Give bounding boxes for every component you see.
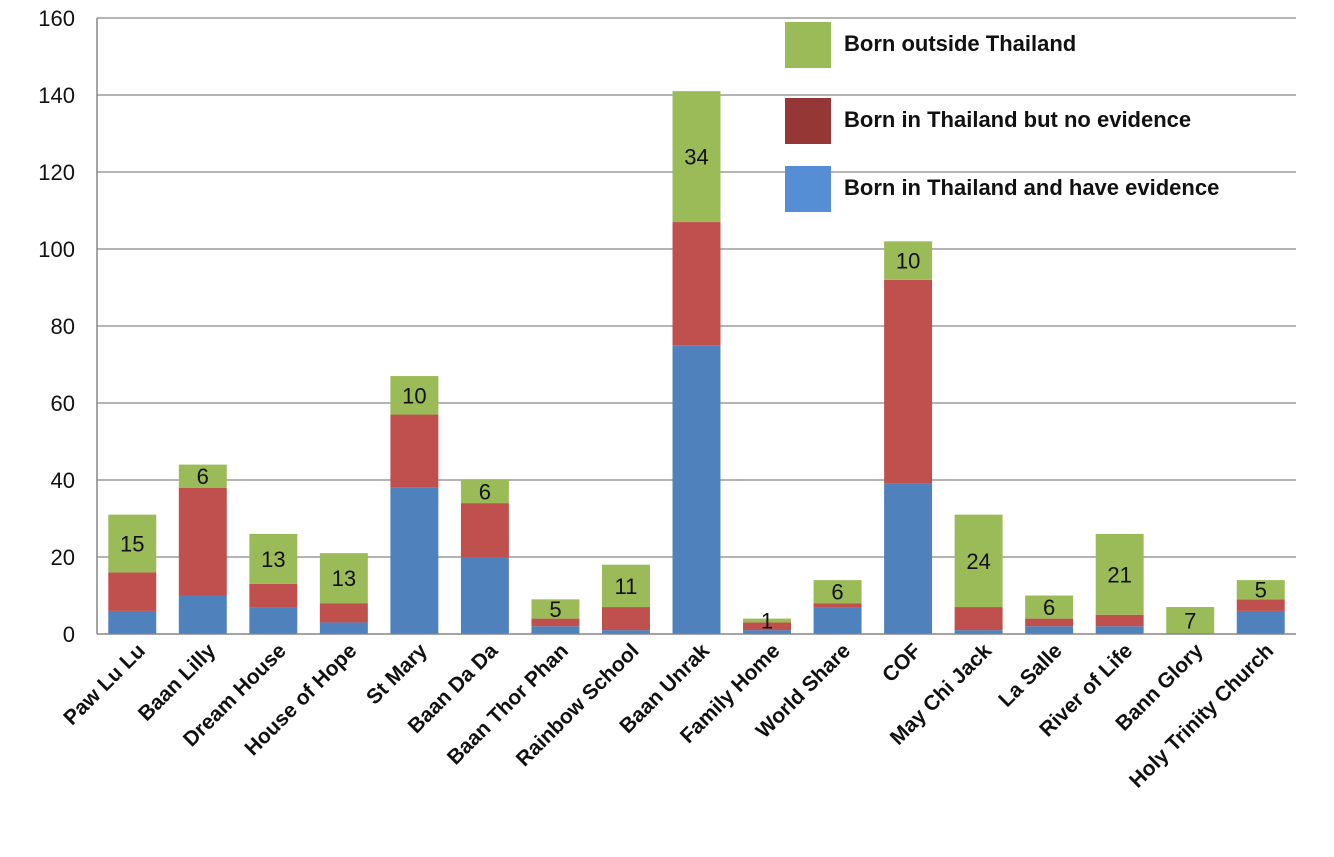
bar-segment [1025,595,1074,619]
bar-segment [1095,626,1144,634]
bar-segment [954,514,1003,608]
bar-segment [813,607,862,634]
bar-segment [390,376,439,415]
bar-segment [1025,626,1074,634]
bar-segment [178,487,227,596]
data-label: 21 [1107,562,1131,587]
bar-segment [1236,610,1285,634]
bar-segment [672,345,721,634]
x-tick-label: Baan Thor Phan [443,639,573,769]
y-tick-label: 120 [38,160,75,185]
data-label: 6 [479,480,491,505]
y-tick-label: 20 [51,545,75,570]
x-tick-label: Paw Lu Lu [59,639,150,730]
bar-segment [813,603,862,608]
x-tick-label: La Salle [994,639,1066,711]
bar-segment [108,572,157,611]
bar-segment [743,630,792,634]
data-label: 13 [261,547,285,572]
y-tick-label: 60 [51,391,75,416]
bar-segment [1025,618,1074,627]
bar-segment [108,610,157,634]
bar-segment [743,622,792,631]
bar-segment [178,595,227,634]
bar-segment [813,580,862,604]
x-tick-label: Rainbow School [512,639,644,771]
legend-label: Born in Thailand but no evidence [844,107,1191,132]
data-label: 5 [549,597,561,622]
bar-segment [884,279,933,484]
bar-segment [390,487,439,634]
bar-segment [531,618,580,627]
bar-segment [390,414,439,488]
bar-segment [460,557,509,634]
data-label: 6 [197,464,209,489]
bar-segment [178,464,227,488]
bar-segment [601,607,650,631]
bar-segment [319,553,368,604]
bar-segment [319,622,368,634]
legend-swatch [785,22,831,68]
bar-segment [884,241,933,280]
bar-segment [249,607,298,634]
bar-segment [743,618,792,623]
bar-segment [531,626,580,634]
bar-segment [1236,599,1285,611]
bar-segment [319,603,368,623]
x-tick-label: Holy Trinity Church [1125,639,1278,792]
legend-swatch [785,98,831,144]
bar-segment [672,91,721,223]
data-label: 24 [966,549,990,574]
y-tick-label: 40 [51,468,75,493]
bar-segment [954,607,1003,631]
bar-segment [1236,580,1285,600]
legend-label: Born in Thailand and have evidence [844,175,1219,200]
bar-segment [1166,607,1215,634]
data-label: 10 [896,249,920,274]
bar-segment [460,503,509,557]
legend: Born outside Thailand Born in Thailand bu… [785,22,1219,212]
bar-segment [460,480,509,504]
legend-swatch [785,166,831,212]
data-label: 10 [402,383,426,408]
bar-segment [108,514,157,573]
bars [108,91,1285,634]
y-tick-label: 100 [38,237,75,262]
x-tick-label: St Mary [362,639,432,709]
data-label: 7 [1184,609,1196,634]
data-label: 13 [332,566,356,591]
bar-segment [249,533,298,584]
data-label: 15 [120,532,144,557]
legend-label: Born outside Thailand [844,31,1076,56]
bar-segment [1095,614,1144,627]
bar-segment [531,599,580,619]
y-tick-label: 160 [38,6,75,31]
data-label: 6 [1043,595,1055,620]
data-label: 1 [761,609,773,634]
data-label: 34 [684,145,708,170]
bar-segment [884,483,933,634]
data-label: 6 [831,580,843,605]
bar-segment [672,222,721,346]
y-tick-label: 80 [51,314,75,339]
x-tick-label: COF [878,639,926,687]
y-tick-label: 0 [63,622,75,647]
y-tick-label: 140 [38,83,75,108]
bar-segment [249,583,298,608]
bar-segment [601,564,650,608]
data-label: 5 [1255,578,1267,603]
bar-segment [954,630,1003,634]
data-label: 11 [615,574,638,599]
bar-segment [1095,533,1144,615]
data-labels: 15 6 13 13 10 6 5 11 34 1 6 10 24 6 21 7 5 [120,145,1267,634]
bar-segment [601,630,650,634]
